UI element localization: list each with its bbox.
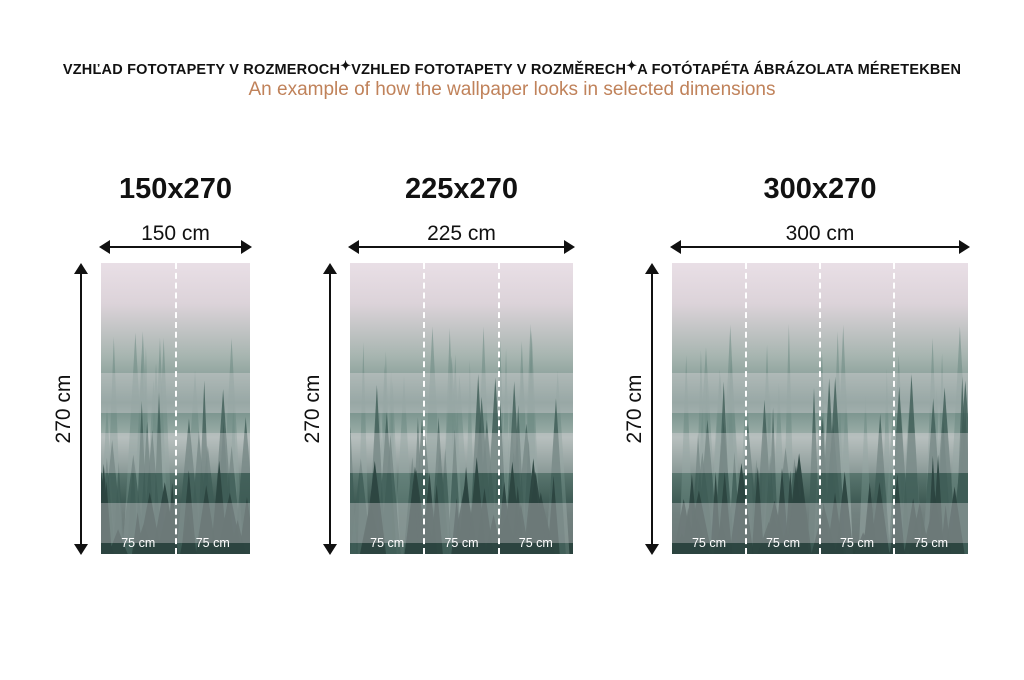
tree-shape [360, 505, 382, 554]
tree-shape [108, 529, 128, 554]
tree-shape [710, 471, 721, 554]
forest-wallpaper-preview: 75 cm 75 cm 75 cm 75 cm [672, 263, 968, 554]
tree-shape [824, 376, 846, 554]
forest-wallpaper-preview: 75 cm 75 cm [101, 263, 250, 554]
panel-divider [423, 263, 426, 554]
size-title: 300x270 [763, 173, 877, 205]
width-label: 150 cm [141, 222, 210, 245]
panel-width-label: 75 cm [765, 536, 801, 550]
tree-shape [729, 463, 754, 554]
tree-shape [101, 526, 114, 554]
tree-shape [494, 514, 519, 554]
width-label: 300 cm [785, 222, 855, 245]
tree-shape [350, 426, 357, 554]
size-title: 225x270 [405, 173, 518, 205]
tree-shape [180, 515, 197, 554]
tree-shape [217, 492, 243, 554]
tree-shape [673, 499, 695, 554]
tree-shape [547, 475, 560, 554]
tree-shape [863, 487, 877, 554]
sparkle-icon: ✦ [340, 58, 352, 73]
tree-shape [512, 503, 530, 554]
sparkle-icon: ✦ [626, 58, 638, 73]
forest-wallpaper-preview: 75 cm 75 cm 75 cm [350, 263, 573, 554]
panel-divider [893, 263, 895, 554]
header-multilingual: VZHĽAD FOTOTAPETY V ROZMEROCH✦VZHLED FOT… [0, 58, 1024, 78]
tree-shape [909, 503, 931, 554]
subtitle: An example of how the wallpaper looks in… [248, 79, 776, 100]
mist [350, 503, 573, 543]
tree-shape [156, 505, 179, 554]
tree-shape [944, 486, 965, 554]
tree-shape [524, 471, 548, 554]
panel-divider [745, 263, 747, 554]
width-arrow-icon [99, 240, 252, 254]
panel-width-label: 75 cm [370, 536, 405, 550]
panel-divider [497, 263, 500, 554]
height-label: 270 cm [301, 374, 324, 444]
height-arrow-icon [74, 263, 88, 555]
panel-width-label: 75 cm [839, 536, 875, 550]
panel-divider [819, 263, 821, 554]
height-arrow-icon [323, 263, 337, 555]
tree-shape [421, 472, 438, 554]
header-hu: A FOTÓTAPÉTA ÁBRÁZOLATA MÉRETEKBEN [637, 62, 962, 78]
tree-shape [467, 457, 486, 554]
panel-width-label: 75 cm [121, 536, 156, 550]
mist [350, 373, 573, 413]
tree-shape [761, 500, 788, 554]
tree-shape [826, 492, 844, 554]
panel-width-label: 75 cm [518, 536, 553, 550]
tree-shape [786, 453, 812, 554]
height-label: 270 cm [52, 374, 75, 444]
forest-image [350, 323, 573, 554]
tree-shape [407, 480, 419, 554]
panel-width-label: 75 cm [195, 536, 230, 550]
panel-divider [174, 263, 177, 554]
tree-shape [751, 466, 764, 554]
tree-shape [137, 492, 162, 554]
tree-shape [380, 435, 401, 554]
width-arrow-icon [670, 240, 970, 254]
tree-shape [717, 472, 733, 554]
panel-width-label: 75 cm [444, 536, 479, 550]
width-arrow-icon [348, 240, 575, 254]
tree-shape [195, 485, 217, 554]
height-arrow-icon [645, 263, 659, 555]
width-label: 225 cm [427, 222, 496, 245]
header-sk: VZHĽAD FOTOTAPETY V ROZMEROCH [62, 62, 341, 78]
tree-shape [924, 498, 946, 554]
height-label: 270 cm [623, 374, 646, 444]
panel-width-label: 75 cm [913, 536, 949, 550]
header-cz: VZHLED FOTOTAPETY V ROZMĚRECH [351, 62, 627, 78]
size-title: 150x270 [119, 173, 232, 205]
tree-shape [113, 461, 124, 554]
forest-image [101, 331, 250, 554]
panel-width-label: 75 cm [691, 536, 727, 550]
mist [350, 433, 573, 473]
